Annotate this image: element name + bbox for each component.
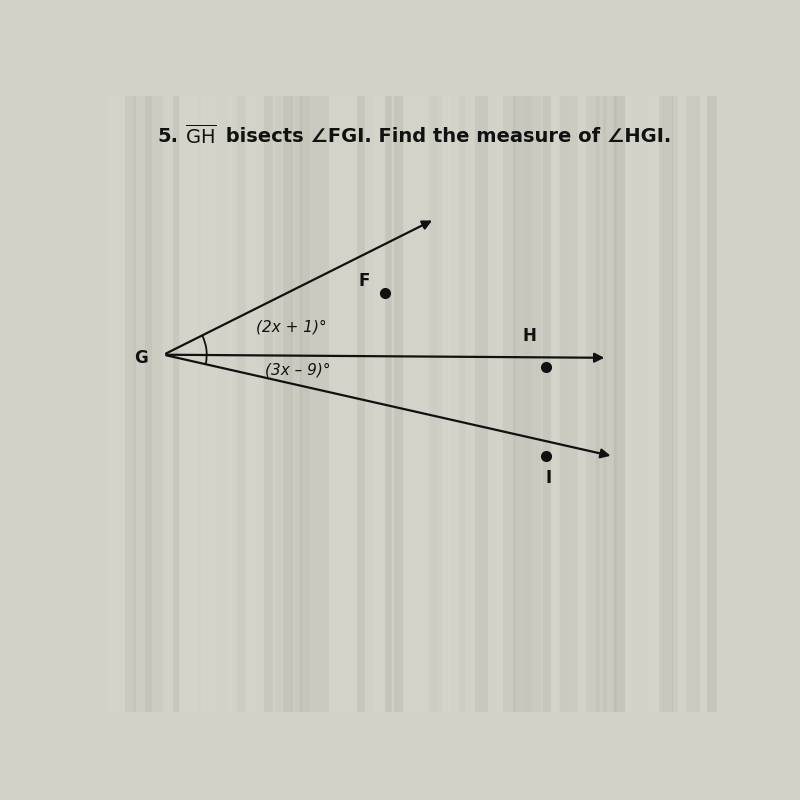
Text: bisects ∠FGI. Find the measure of ∠HGI.: bisects ∠FGI. Find the measure of ∠HGI. bbox=[219, 126, 671, 146]
Text: (3x – 9)°: (3x – 9)° bbox=[266, 362, 330, 378]
Text: (2x + 1)°: (2x + 1)° bbox=[256, 319, 326, 334]
Text: 5.: 5. bbox=[158, 126, 178, 146]
Text: H: H bbox=[522, 327, 536, 346]
Text: $\overline{\mathrm{GH}}$: $\overline{\mathrm{GH}}$ bbox=[185, 124, 217, 148]
Text: F: F bbox=[358, 272, 370, 290]
Text: G: G bbox=[134, 349, 148, 366]
Text: I: I bbox=[546, 469, 552, 486]
